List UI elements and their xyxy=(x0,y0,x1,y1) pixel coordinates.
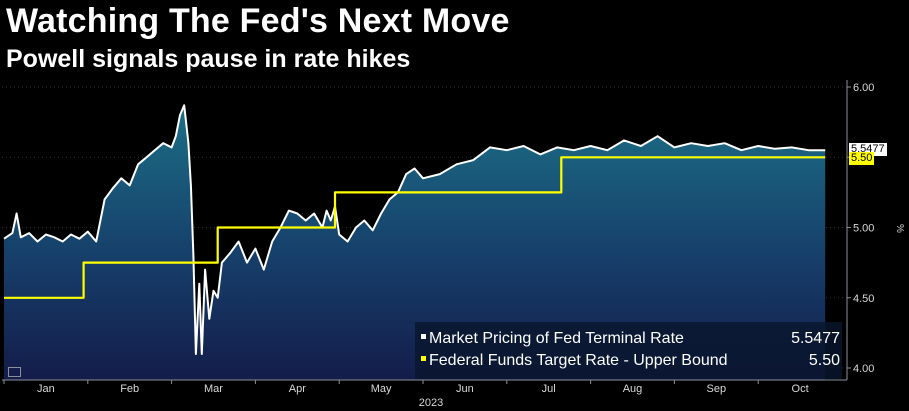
y-tick-label: 4.50 xyxy=(853,293,874,305)
legend-item-market: Market Pricing of Fed Terminal Rate xyxy=(421,330,684,350)
x-tick-label: Mar xyxy=(204,383,223,395)
last-value-tag-target: 5.50 xyxy=(849,152,875,165)
series-line-fed-funds-target xyxy=(4,156,826,299)
legend-value: 5.50 xyxy=(808,352,840,369)
area-layer xyxy=(4,105,826,381)
x-tick-label: Jul xyxy=(542,383,556,395)
lines-layer xyxy=(3,104,826,355)
x-tick-label: Jun xyxy=(456,383,474,395)
x-tick-label: May xyxy=(371,383,392,395)
legend-value: 5.5477 xyxy=(791,330,840,347)
area-market-pricing xyxy=(4,105,826,381)
chart-legend: Market Pricing of Fed Terminal Rate 5.54… xyxy=(415,322,842,379)
y-tick-label: 4.00 xyxy=(853,363,874,375)
legend-swatch-yellow xyxy=(421,356,426,362)
x-tick-label: Oct xyxy=(792,383,809,395)
legend-label: Federal Funds Target Rate - Upper Bound xyxy=(429,352,728,369)
x-tick-label: Apr xyxy=(289,383,306,395)
y-tick-label: 6.00 xyxy=(853,82,874,94)
x-tick-label: Sep xyxy=(707,383,727,395)
x-tick-label: Feb xyxy=(120,383,139,395)
chart-title: Watching The Fed's Next Move xyxy=(6,2,510,40)
x-axis-year-label: 2023 xyxy=(419,397,443,409)
series-line-market-pricing xyxy=(3,104,826,355)
y-tick-label: 5.00 xyxy=(853,223,874,235)
y-axis: 6.00 5.50 5.00 4.50 4.00 xyxy=(846,80,874,380)
legend-item-target: Federal Funds Target Rate - Upper Bound xyxy=(421,352,728,372)
x-tick-label: Aug xyxy=(623,383,643,395)
chart-subtitle: Powell signals pause in rate hikes xyxy=(6,45,411,73)
zoom-chart-icon[interactable] xyxy=(8,367,21,377)
x-axis: Jan Feb Mar Apr May Jun Jul Aug Sep Oct 2023 xyxy=(2,379,847,409)
legend-swatch-white xyxy=(421,334,426,340)
legend-label: Market Pricing of Fed Terminal Rate xyxy=(429,330,684,347)
x-tick-label: Jan xyxy=(37,383,55,395)
y-axis-unit-label: % xyxy=(893,224,905,233)
